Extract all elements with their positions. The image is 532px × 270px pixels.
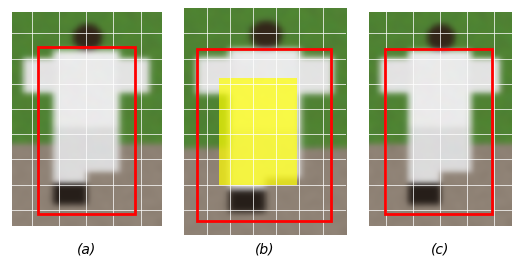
Bar [385,49,492,214]
Bar [219,78,297,185]
Text: (a): (a) [77,242,96,256]
Text: (c): (c) [431,242,450,256]
Bar [38,47,135,214]
Text: (b): (b) [255,242,275,256]
Bar [196,49,331,221]
